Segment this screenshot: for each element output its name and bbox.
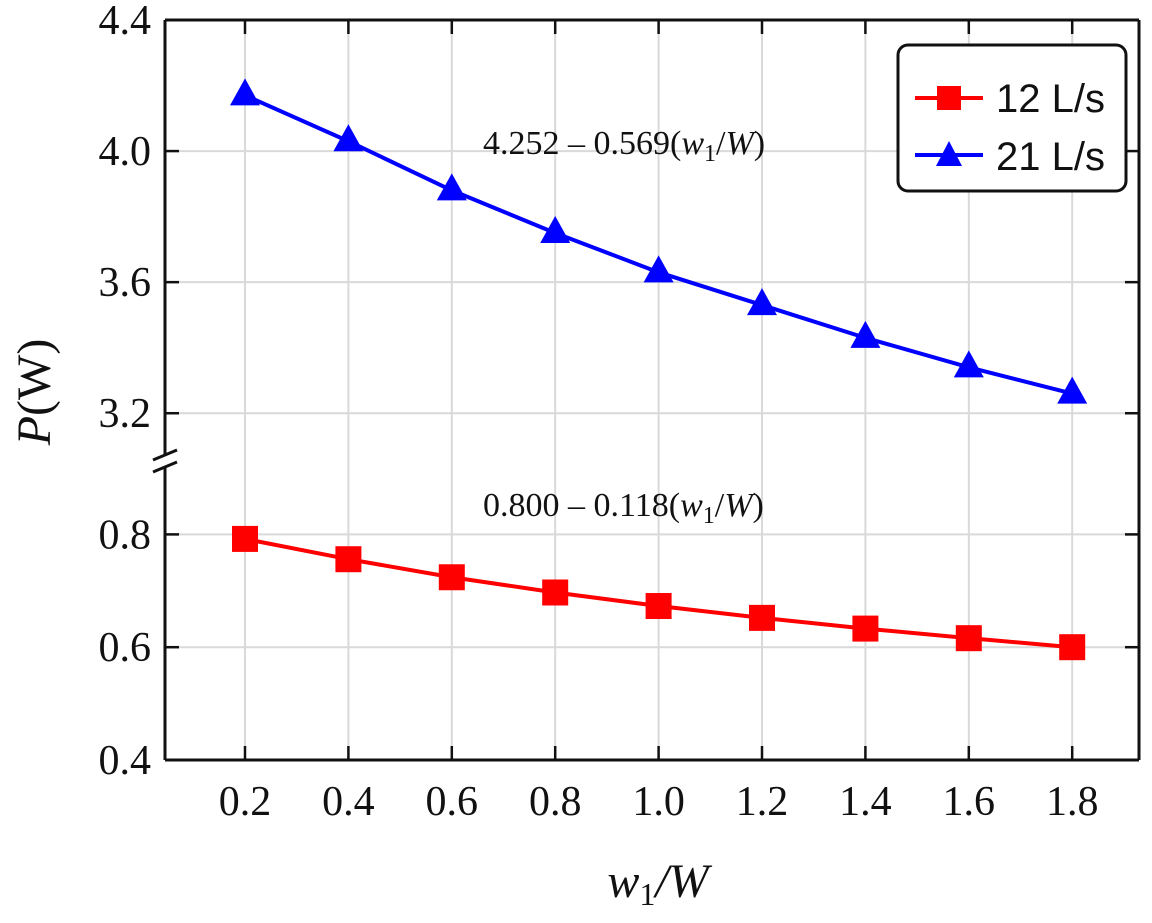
y-tick-label: 0.8 <box>99 512 152 558</box>
legend-marker-series-2 <box>936 141 962 166</box>
legend-label-series-2: 21 L/s <box>996 135 1105 179</box>
x-axis-title-var: w <box>607 855 639 908</box>
data-point-triangle <box>850 320 881 348</box>
axis-break-mark <box>152 448 178 462</box>
annotations: 4.252 – 0.569(w1/W) 0.800 – 0.118(w1/W) <box>483 125 765 529</box>
data-point-square <box>232 525 258 552</box>
x-tick-label: 0.4 <box>322 779 375 825</box>
data-point-square <box>542 579 569 606</box>
data-point-triangle <box>333 124 364 152</box>
data-point-triangle <box>953 350 984 378</box>
x-tick-label: 1.6 <box>943 779 996 825</box>
y-axis-title: P(W) <box>8 339 61 447</box>
y-tick-label: 0.6 <box>99 625 152 671</box>
y-tick-label: 3.2 <box>99 391 152 437</box>
legend-label-series-1: 12 L/s <box>996 77 1105 121</box>
legend: 12 L/s 21 L/s <box>896 43 1128 193</box>
fit-equation-upper: 4.252 – 0.569(w1/W) <box>483 125 765 167</box>
x-tick-label: 1.4 <box>839 779 892 825</box>
data-point-triangle <box>643 255 674 283</box>
y-axis-title-rest: (W) <box>8 339 61 416</box>
data-point-triangle <box>230 78 260 106</box>
fit-equation-lower: 0.800 – 0.118(w1/W) <box>483 487 764 529</box>
data-point-square <box>955 625 982 652</box>
legend-marker-series-1 <box>937 86 961 110</box>
x-tick-label: 0.2 <box>219 779 272 825</box>
data-point-triangle <box>747 288 777 316</box>
x-tick-label: 1.8 <box>1046 779 1099 825</box>
y-tick-label: 4.4 <box>99 0 152 44</box>
data-point-triangle <box>1057 376 1088 404</box>
data-point-square <box>852 615 879 642</box>
y-tick-label: 4.0 <box>99 129 152 175</box>
data-series <box>230 78 1088 661</box>
data-point-square <box>749 604 775 631</box>
x-tick-label: 1.0 <box>632 779 685 825</box>
data-point-triangle <box>436 173 467 201</box>
x-axis-title-rest: /W <box>652 855 712 908</box>
y-axis-title-var: P <box>8 416 61 446</box>
y-tick-label: 3.6 <box>99 260 152 306</box>
data-point-square <box>335 546 362 573</box>
y-tick-label: 0.4 <box>99 738 152 784</box>
data-point-square <box>645 593 672 620</box>
axes: 0.2 0.4 0.6 0.8 1.0 1.2 1.4 1.6 1.8 0.4 0.6 0.8 3.2 3… <box>99 0 1141 825</box>
data-point-square <box>438 564 465 591</box>
axis-break-mark <box>152 460 178 474</box>
x-tick-label: 0.8 <box>529 779 582 825</box>
data-point-square <box>1059 634 1086 661</box>
x-axis-title: w1/W <box>607 855 712 912</box>
x-tick-label: 0.6 <box>426 779 479 825</box>
x-axis-title-sub: 1 <box>639 876 655 912</box>
data-point-triangle <box>540 216 571 243</box>
x-tick-label: 1.2 <box>736 779 789 825</box>
